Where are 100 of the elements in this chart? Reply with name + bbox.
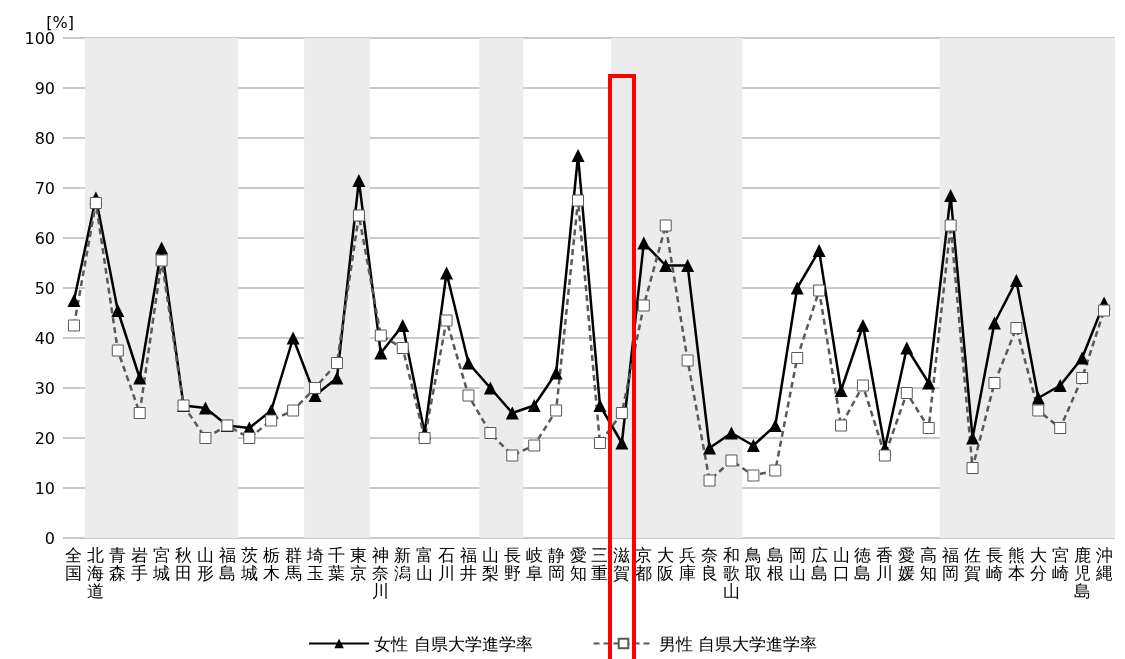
y-tick-label: 30 xyxy=(34,378,55,398)
x-tick-label: 群馬 xyxy=(283,545,302,583)
point xyxy=(418,432,431,444)
point xyxy=(768,419,782,432)
point xyxy=(396,319,410,332)
x-tick-label: 神奈川 xyxy=(372,545,390,601)
point xyxy=(988,377,1001,389)
x-tick-label: 福井 xyxy=(459,545,477,583)
point xyxy=(396,342,409,354)
point xyxy=(615,436,629,450)
point xyxy=(746,439,760,452)
point xyxy=(769,464,782,477)
point xyxy=(461,356,475,370)
x-tick-label: 兵庫 xyxy=(679,545,697,583)
point xyxy=(1009,274,1023,287)
point xyxy=(615,407,628,419)
y-tick-label: 0 xyxy=(44,528,55,548)
y-tick-label: 40 xyxy=(34,328,55,348)
x-tick-label: 大阪 xyxy=(657,545,675,583)
point xyxy=(812,244,826,257)
x-tick-label: 長崎 xyxy=(985,545,1003,583)
point xyxy=(133,407,146,419)
point xyxy=(309,382,322,394)
point xyxy=(440,314,453,327)
x-tick-label: 沖縄 xyxy=(1094,545,1113,583)
point xyxy=(571,149,585,162)
point xyxy=(900,341,914,355)
point xyxy=(856,319,870,332)
x-tick-label: 三重 xyxy=(591,545,609,583)
point xyxy=(659,259,673,272)
y-tick-label: 90 xyxy=(34,78,55,98)
point xyxy=(987,316,1001,330)
point xyxy=(374,346,388,360)
point xyxy=(265,414,278,427)
x-tick-label: 佐賀 xyxy=(964,545,982,583)
point xyxy=(1032,404,1045,417)
point xyxy=(724,426,738,440)
x-tick-label: 青森 xyxy=(109,545,127,583)
x-tick-label: 滋賀 xyxy=(613,545,631,583)
x-tick-label: 和歌山 xyxy=(722,545,740,601)
x-tick-label: 香川 xyxy=(876,545,894,583)
point xyxy=(330,357,343,369)
point xyxy=(549,366,563,380)
y-tick-label: 60 xyxy=(34,228,55,248)
point xyxy=(659,219,672,232)
x-tick-label: 埼玉 xyxy=(305,545,324,583)
point xyxy=(1010,322,1023,334)
point xyxy=(286,331,300,345)
point xyxy=(1098,304,1111,317)
point xyxy=(198,401,212,415)
point xyxy=(878,449,891,462)
x-tick-label: 鳥取 xyxy=(743,545,762,583)
point xyxy=(834,384,848,397)
y-tick-label: 20 xyxy=(34,428,55,448)
point xyxy=(506,449,519,462)
point xyxy=(330,371,344,385)
x-tick-label: 岩手 xyxy=(131,545,149,583)
point xyxy=(374,329,387,342)
y-axis-title: [%] xyxy=(46,12,74,32)
x-tick-label: 島根 xyxy=(766,545,784,583)
point xyxy=(856,379,869,392)
x-tick-label: 大分 xyxy=(1029,545,1047,583)
point xyxy=(944,219,957,232)
x-tick-label: 福岡 xyxy=(942,545,960,583)
y-tick-label: 10 xyxy=(34,478,55,498)
x-tick-label: 静岡 xyxy=(547,545,565,583)
point xyxy=(572,194,585,207)
point xyxy=(944,189,958,202)
point xyxy=(1031,391,1045,405)
point xyxy=(703,441,717,455)
point xyxy=(67,319,80,332)
x-tick-label: 茨城 xyxy=(239,545,258,583)
x-tick-label: 全国 xyxy=(65,545,83,583)
x-tick-label: 鹿児島 xyxy=(1073,545,1091,601)
point xyxy=(483,381,497,395)
x-tick-label: 愛知 xyxy=(569,545,587,583)
point xyxy=(1075,351,1089,365)
point xyxy=(352,174,366,187)
point xyxy=(725,454,738,467)
point xyxy=(89,197,102,209)
point xyxy=(111,304,125,317)
point xyxy=(637,236,651,250)
point xyxy=(528,439,541,452)
point xyxy=(1076,372,1089,384)
point xyxy=(813,284,826,297)
point xyxy=(637,299,650,312)
x-tick-label: 栃木 xyxy=(262,545,280,583)
legend-label: 男性 自県大学進学率 xyxy=(658,633,817,654)
point xyxy=(747,469,760,482)
x-tick-label: 北海道 xyxy=(87,545,105,601)
x-tick-label: 広島 xyxy=(810,545,828,583)
x-tick-label: 奈良 xyxy=(701,545,719,583)
point xyxy=(462,389,475,402)
y-tick-label: 80 xyxy=(34,128,55,148)
point xyxy=(593,399,607,412)
point xyxy=(155,254,168,267)
x-tick-label: 石川 xyxy=(438,545,456,583)
point xyxy=(199,432,212,444)
point xyxy=(111,344,124,357)
point xyxy=(67,294,81,307)
